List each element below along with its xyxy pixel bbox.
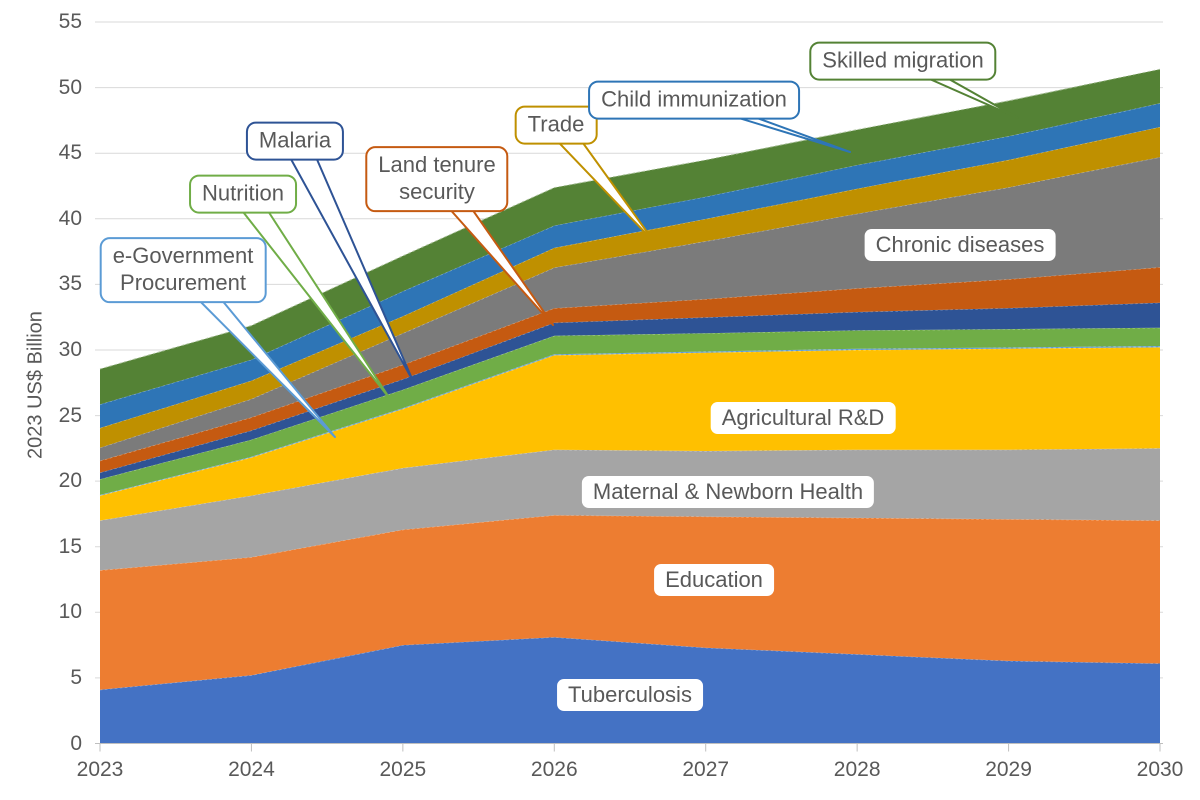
series-label-maternal-and-newborn-health: Maternal & Newborn Health <box>581 476 875 508</box>
callout-wedges <box>168 60 1019 438</box>
x-tick-label-2027: 2027 <box>682 758 730 781</box>
y-axis-title: 2023 US$ Billion <box>24 311 47 459</box>
callout-e-government-procurement: e-Government Procurement <box>99 237 267 303</box>
callout-child-immunization: Child immunization <box>588 80 800 120</box>
y-tick-label-25: 25 <box>58 403 82 427</box>
y-tick-label-30: 30 <box>58 337 82 361</box>
callout-skilled-migration: Skilled migration <box>809 41 997 81</box>
series-label-tuberculosis: Tuberculosis <box>557 679 703 711</box>
area-trade <box>100 127 1160 448</box>
area-agricultural-randd <box>100 347 1160 521</box>
area-series <box>99 68 1161 744</box>
y-tick-label-55: 55 <box>58 10 82 33</box>
area-border-skilled-migration <box>99 68 1161 370</box>
y-tick-label-20: 20 <box>58 469 82 493</box>
x-tick-label-2026: 2026 <box>530 758 578 781</box>
series-label-education: Education <box>654 564 774 596</box>
callout-nutrition: Nutrition <box>189 174 297 214</box>
area-border-land-tenure-security <box>99 266 1161 462</box>
area-nutrition <box>100 327 1160 495</box>
area-education <box>100 515 1160 690</box>
callout-land-tenure-security: Land tenure security <box>365 146 509 212</box>
area-skilled-migration <box>100 69 1160 405</box>
y-tick-label-0: 0 <box>70 731 82 755</box>
y-tick-label-35: 35 <box>58 272 82 296</box>
x-tick-label-2025: 2025 <box>379 758 427 781</box>
x-tick-label-2028: 2028 <box>833 758 881 781</box>
series-label-agricultural-randd: Agricultural R&D <box>710 402 896 434</box>
area-border-agricultural-randd <box>99 346 1161 497</box>
callout-malaria: Malaria <box>245 121 345 161</box>
y-tick-label-40: 40 <box>58 206 82 230</box>
y-tick-label-50: 50 <box>58 75 82 99</box>
x-tick-label-2030: 2030 <box>1136 758 1184 781</box>
y-tick-label-10: 10 <box>58 600 82 624</box>
y-tick-label-15: 15 <box>58 534 82 558</box>
area-maternal-and-newborn-health <box>100 448 1160 571</box>
series-label-chronic-diseases: Chronic diseases <box>864 229 1056 261</box>
area-malaria <box>100 302 1160 480</box>
x-tick-label-2029: 2029 <box>985 758 1032 781</box>
area-child-immunization <box>100 103 1160 429</box>
y-tick-label-5: 5 <box>70 665 82 689</box>
x-tick-label-2023: 2023 <box>76 758 124 781</box>
callout-trade: Trade <box>514 105 598 145</box>
area-land-tenure-security <box>100 267 1160 473</box>
y-tick-label-45: 45 <box>58 141 82 165</box>
x-tick-label-2024: 2024 <box>228 758 275 781</box>
